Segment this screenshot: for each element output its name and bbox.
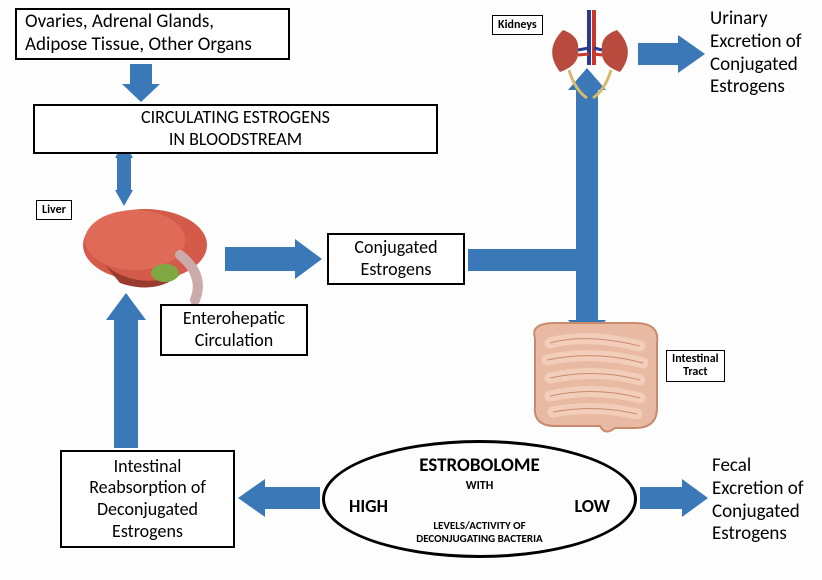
arrow-high-to-reabsorption <box>238 479 320 517</box>
text-urinary: Urinary Excretion of Conjugated Estrogen… <box>710 8 820 99</box>
estrobolome-title: ESTROBOLOME <box>419 454 540 477</box>
intestinal-label-line2: Tract <box>683 365 707 379</box>
label-intestinal: Intestinal Tract <box>666 350 725 382</box>
box-conjugated: Conjugated Estrogens <box>327 233 465 285</box>
conjugated-text: Conjugated Estrogens <box>354 237 437 280</box>
estrobolome-with: WITH <box>466 479 494 493</box>
estrobolome-low: LOW <box>574 495 610 517</box>
circulating-line1: CIRCULATING ESTROGENS <box>141 107 330 129</box>
arrow-reabsorption-to-liver <box>106 293 146 448</box>
enterohepatic-text: Enterohepatic Circulation <box>183 308 285 351</box>
liver-illustration <box>83 209 207 300</box>
label-kidneys: Kidneys <box>492 15 543 35</box>
kidneys-label-text: Kidneys <box>498 18 537 32</box>
circulating-line2: IN BLOODSTREAM <box>169 129 302 151</box>
box-circulating: CIRCULATING ESTROGENS IN BLOODSTREAM <box>33 104 438 154</box>
arrow-sources-to-circulating <box>122 64 160 102</box>
sources-text: Ovaries, Adrenal Glands, Adipose Tissue,… <box>25 11 252 57</box>
box-enterohepatic: Enterohepatic Circulation <box>160 304 308 356</box>
box-reabsorption: Intestinal Reabsorption of Deconjugated … <box>60 450 235 548</box>
estrobolome-ellipse: ESTROBOLOME WITH HIGH LOW LEVELS/ACTIVIT… <box>322 440 637 558</box>
estrobolome-high: HIGH <box>349 495 388 517</box>
arrow-conjugated-branch <box>468 68 606 343</box>
estrobolome-levels2: DECONJUGATING BACTERIA <box>416 532 542 545</box>
label-liver: Liver <box>36 200 72 220</box>
intestine-illustration <box>534 323 657 432</box>
kidneys-illustration <box>552 10 628 98</box>
reabsorption-text: Intestinal Reabsorption of Deconjugated … <box>89 456 206 542</box>
estrobolome-levels1: LEVELS/ACTIVITY OF <box>433 519 525 532</box>
fecal-text: Fecal Excretion of Conjugated Estrogens <box>712 454 804 545</box>
arrow-kidneys-to-urinary <box>638 35 705 73</box>
arrow-low-to-fecal <box>640 479 708 517</box>
text-fecal: Fecal Excretion of Conjugated Estrogens <box>712 455 822 546</box>
liver-label-text: Liver <box>42 203 66 217</box>
arrow-liver-to-conjugated <box>225 239 322 279</box>
box-sources: Ovaries, Adrenal Glands, Adipose Tissue,… <box>15 8 290 60</box>
urinary-text: Urinary Excretion of Conjugated Estrogen… <box>710 7 802 98</box>
intestinal-label-line1: Intestinal <box>672 352 719 366</box>
